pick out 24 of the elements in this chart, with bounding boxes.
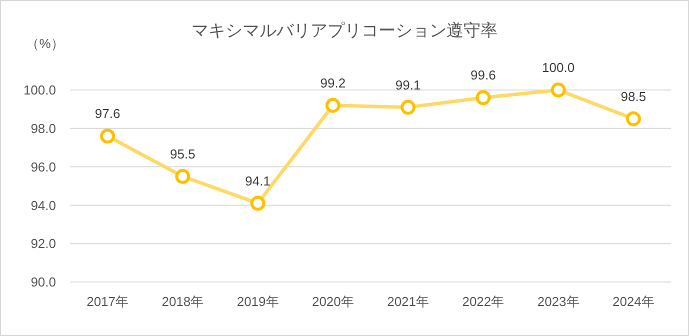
data-label: 97.6 [94, 106, 120, 122]
y-tick-label: 98.0 [30, 120, 56, 136]
x-tick-label: 2022年 [462, 294, 504, 309]
x-tick-label: 2020年 [312, 294, 354, 309]
y-tick-label: 96.0 [30, 159, 56, 174]
data-label: 98.5 [620, 88, 646, 104]
y-axis-title: （%） [26, 36, 64, 51]
data-label: 99.6 [470, 68, 496, 83]
chart-title: マキシマルバリアプリコーション遵守率 [192, 21, 498, 40]
x-tick-label: 2019年 [236, 294, 279, 309]
data-label: 99.2 [320, 75, 346, 90]
x-tick-label: 2024年 [612, 294, 654, 309]
data-label: 95.5 [170, 146, 196, 162]
y-tick-label: 90.0 [30, 274, 56, 290]
x-tick-label: 2018年 [162, 294, 204, 309]
data-label: 100.0 [542, 60, 575, 75]
data-label: 99.1 [395, 77, 421, 92]
x-tick-label: 2017年 [86, 294, 129, 309]
y-tick-label: 100.0 [23, 82, 56, 98]
y-tick-label: 94.0 [30, 198, 56, 213]
data-label: 94.1 [245, 173, 270, 188]
y-tick-label: 92.0 [30, 236, 56, 252]
x-tick-label: 2021年 [387, 294, 430, 309]
x-tick-label: 2023年 [537, 294, 580, 309]
